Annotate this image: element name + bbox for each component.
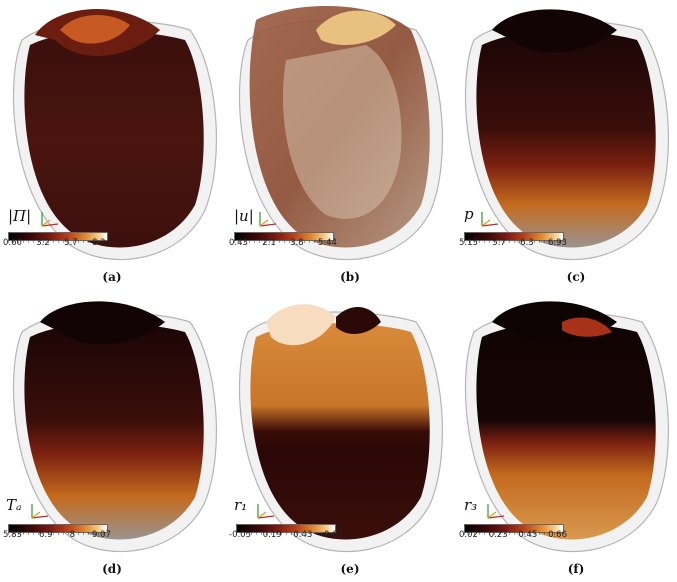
heart-render-e [238, 304, 443, 553]
tick-label: 5.7 [64, 238, 78, 248]
heart-render-d [12, 301, 217, 553]
tick-label: 0.43 [293, 530, 313, 540]
colorbar-symbol: |Π| [8, 207, 32, 225]
tick-label: 0.43 [229, 238, 248, 248]
tick-label: 6.93 [548, 238, 567, 248]
tick-label: 0.23 [488, 530, 508, 540]
tick-label: 0.67 [324, 530, 343, 540]
tick-label: 6.9 [38, 530, 53, 540]
colorbar-tickmarks [464, 240, 562, 243]
colorbar-ticks: 0.02 0.23 0.45 0.66 [459, 530, 567, 540]
panel-d: Tₐ 5.83 6.9 8 9.07 (d) [0, 292, 225, 582]
tick-label: 9.07 [92, 530, 111, 540]
orientation-axes-icon [259, 212, 277, 227]
tick-label: 3.2 [36, 238, 50, 248]
heart-render-f [464, 301, 669, 553]
colorbar-ticks: 5.15 5.7 6.3 6.93 [459, 238, 567, 248]
panel-f: r₃ 0.02 0.23 0.45 0.66 (f) [452, 292, 677, 582]
colorbar-tickmarks [234, 240, 332, 243]
tick-label: 5.83 [3, 530, 22, 540]
panel-caption: (d) [102, 562, 122, 576]
panel-a: |Π| 0.60 3.2 5.7 8.24 (a) [0, 0, 225, 290]
colorbar-symbol: Tₐ [6, 496, 22, 514]
colorbar-symbol: |u| [234, 207, 254, 225]
tick-label: 0.19 [262, 530, 282, 540]
tick-label: 5.7 [492, 238, 506, 248]
orientation-axes-icon [257, 504, 275, 519]
heart-render-b [238, 6, 443, 261]
colorbar-tickmarks [236, 532, 334, 535]
tick-label: 3.8 [290, 238, 304, 248]
panel-caption: (a) [102, 270, 122, 284]
tick-label: 0.02 [459, 530, 478, 540]
colorbar-ticks: 0.43 2.1 3.8 5.44 [229, 238, 337, 248]
tick-label: 5.44 [318, 238, 337, 248]
colorbar-symbol: r₃ [464, 496, 478, 514]
tick-label: 5.15 [459, 238, 478, 248]
panel-caption: (c) [566, 270, 586, 284]
panel-c: p 5.15 5.7 6.3 6.93 (c) [452, 0, 677, 290]
colorbar-ticks: 0.60 3.2 5.7 8.24 [3, 238, 111, 248]
heart-render-a [12, 9, 217, 261]
panel-b: |u| 0.43 2.1 3.8 5.44 (b) [226, 0, 451, 290]
colorbar-ticks: 5.83 6.9 8 9.07 [3, 530, 111, 540]
orientation-axes-icon [481, 212, 499, 227]
orientation-axes-icon [41, 212, 59, 227]
colorbar-tickmarks [8, 532, 106, 535]
panel-caption: (b) [340, 270, 360, 284]
colorbar-ticks: -0.05 0.19 0.43 0.67 [229, 530, 343, 540]
tick-label: 8.24 [92, 238, 111, 248]
tick-label: 6.3 [520, 238, 534, 248]
orientation-axes-icon [31, 504, 49, 519]
tick-label: 2.1 [262, 238, 276, 248]
tick-label: 0.60 [3, 238, 22, 248]
colorbar-symbol: p [464, 205, 474, 223]
colorbar-tickmarks [8, 240, 106, 243]
tick-label: 0.66 [548, 530, 567, 540]
tick-label: 8 [69, 530, 75, 540]
tick-label: 0.45 [518, 530, 538, 540]
orientation-axes-icon [487, 504, 505, 519]
heart-render-c [464, 9, 669, 261]
tick-label: -0.05 [229, 530, 251, 540]
colorbar-tickmarks [464, 532, 562, 535]
panel-caption: (f) [567, 562, 585, 576]
panel-caption: (e) [340, 562, 360, 576]
panel-e: r₁ -0.05 0.19 0.43 0.67 (e) [226, 292, 451, 582]
colorbar-symbol: r₁ [234, 496, 248, 514]
